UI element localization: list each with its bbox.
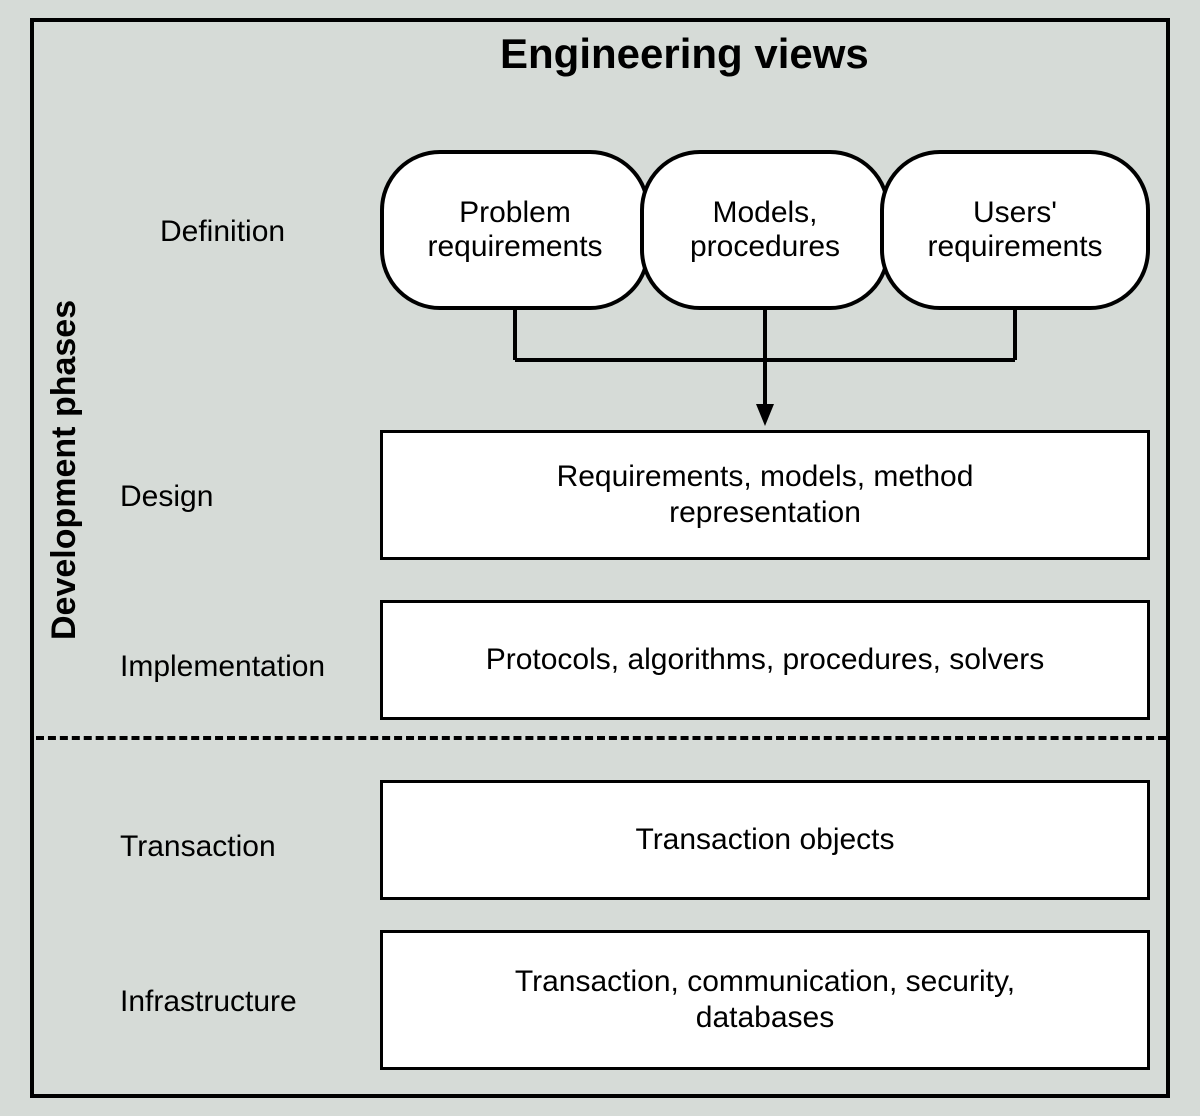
diagram-canvas: Engineering views Development phases Def… <box>0 0 1200 1116</box>
bubble-text: Models,procedures <box>690 196 840 265</box>
dashed-divider <box>36 736 1166 740</box>
diagram-title: Engineering views <box>500 30 869 78</box>
row-label-design: Design <box>120 480 213 514</box>
row-label-transaction: Transaction <box>120 830 276 864</box>
row-label-definition: Definition <box>160 215 285 249</box>
bubble-problem-requirements: Problemrequirements <box>380 150 650 310</box>
box-text: Protocols, algorithms, procedures, solve… <box>486 642 1045 678</box>
box-transaction: Transaction objects <box>380 780 1150 900</box>
box-implementation: Protocols, algorithms, procedures, solve… <box>380 600 1150 720</box>
box-infrastructure: Transaction, communication, security,dat… <box>380 930 1150 1070</box>
row-label-infrastructure: Infrastructure <box>120 985 297 1019</box>
row-label-implementation: Implementation <box>120 650 325 684</box>
bubble-text: Problemrequirements <box>427 196 602 265</box>
bubble-users-requirements: Users'requirements <box>880 150 1150 310</box>
vertical-axis-label: Development phases <box>45 210 84 730</box>
box-text: Requirements, models, methodrepresentati… <box>557 459 974 531</box>
box-design: Requirements, models, methodrepresentati… <box>380 430 1150 560</box>
box-text: Transaction objects <box>635 822 894 858</box>
box-text: Transaction, communication, security,dat… <box>515 964 1015 1036</box>
bubble-models-procedures: Models,procedures <box>640 150 890 310</box>
bubble-text: Users'requirements <box>927 196 1102 265</box>
